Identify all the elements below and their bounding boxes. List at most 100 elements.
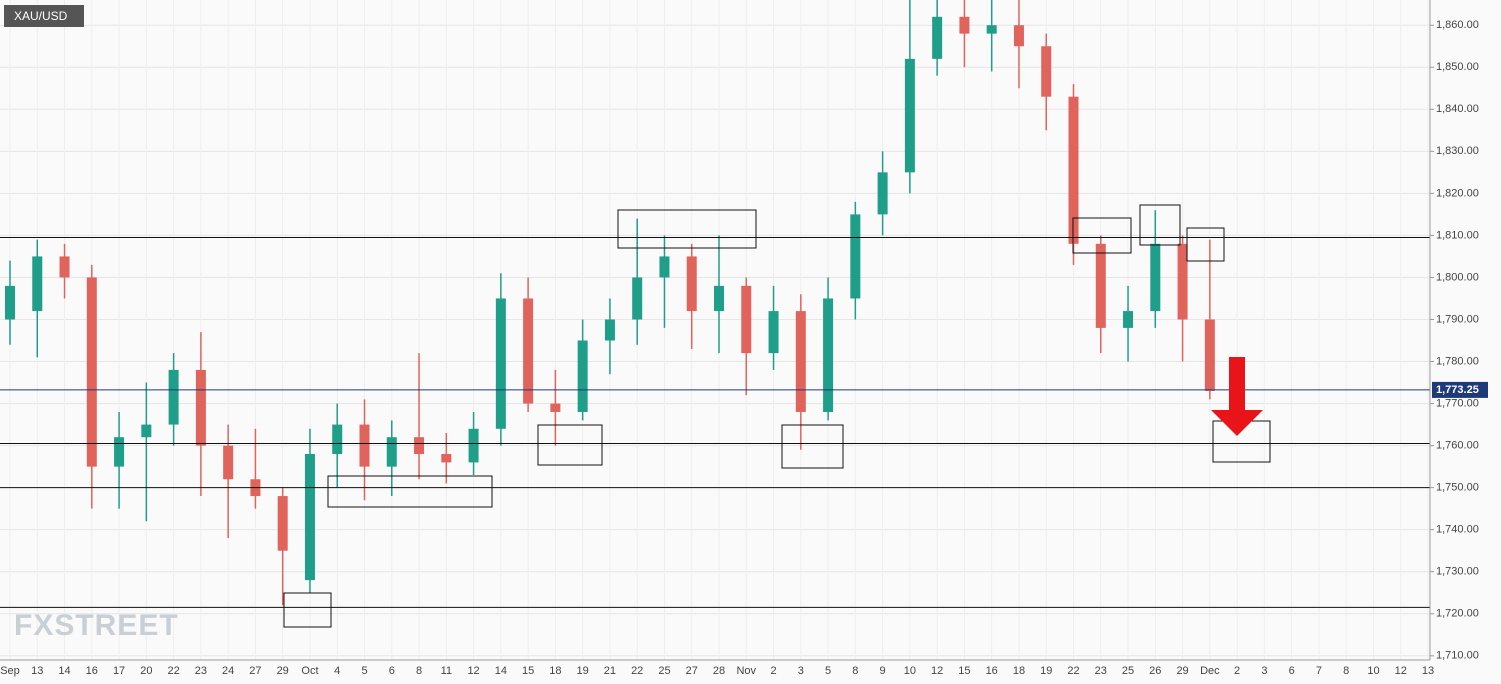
y-tick-label: 1,830.00 xyxy=(1436,145,1479,157)
candle-body xyxy=(768,311,779,354)
x-tick-label: 15 xyxy=(958,665,970,677)
x-tick-label: 22 xyxy=(631,665,643,677)
x-tick-label: 11 xyxy=(441,665,452,677)
x-tick-label: 14 xyxy=(58,665,70,677)
x-tick-label: 25 xyxy=(658,665,670,677)
last-price-badge xyxy=(1432,381,1488,398)
x-tick-label: 9 xyxy=(880,665,886,677)
x-tick-label: 6 xyxy=(1289,665,1295,677)
x-tick-label: 28 xyxy=(713,665,725,677)
x-tick-label: 17 xyxy=(113,665,125,677)
y-tick-label: 1,780.00 xyxy=(1436,355,1479,367)
plot xyxy=(0,0,1430,606)
candle-body xyxy=(5,285,15,320)
x-tick-label: 18 xyxy=(549,665,561,677)
candle-body xyxy=(1123,311,1134,328)
candle-body xyxy=(986,25,997,34)
candle-body xyxy=(468,428,479,463)
y-tick-label: 1,760.00 xyxy=(1436,440,1479,452)
candle-body xyxy=(959,16,970,34)
y-tick-label: 1,770.00 xyxy=(1436,397,1479,409)
x-tick-label: 12 xyxy=(467,665,479,677)
x-tick-label: 14 xyxy=(495,665,507,677)
x-tick-label: 23 xyxy=(195,665,207,677)
x-tick-label: 6 xyxy=(389,665,395,677)
candle-body xyxy=(904,58,915,173)
candle-body xyxy=(1013,25,1024,47)
y-tick-label: 1,860.00 xyxy=(1436,19,1479,31)
x-tick-label: 10 xyxy=(904,665,916,677)
x-tick-label: 20 xyxy=(140,665,152,677)
y-tick-label: 1,840.00 xyxy=(1436,103,1479,115)
zone-box xyxy=(1186,227,1225,262)
zone-box xyxy=(1072,217,1132,254)
x-tick-label: 12 xyxy=(931,665,943,677)
candle-body xyxy=(168,369,179,425)
grid xyxy=(0,0,1430,660)
zone-box xyxy=(327,475,493,508)
x-tick-label: 8 xyxy=(416,665,422,677)
candle-body xyxy=(850,214,861,299)
y-tick-label: 1,750.00 xyxy=(1436,482,1479,494)
axes: 1,710.00 1,720.00 1,730.00 1,740.00 1,750.00… xyxy=(0,19,1488,677)
candle-body xyxy=(114,437,125,467)
candle-body xyxy=(304,454,315,581)
zone-box xyxy=(537,424,603,466)
x-tick-label: 24 xyxy=(222,665,234,677)
x-tick-label: 27 xyxy=(249,665,261,677)
y-tick-label: 1,790.00 xyxy=(1436,313,1479,325)
candle-body xyxy=(277,496,288,551)
arrow-head xyxy=(1211,410,1263,436)
y-tick-label: 1,710.00 xyxy=(1436,650,1479,662)
candle-body xyxy=(823,298,834,412)
y-tick-label: 1,740.00 xyxy=(1436,524,1479,536)
x-tick-label: Sep xyxy=(0,665,20,677)
candle-body xyxy=(1150,243,1161,312)
x-tick-label: 10 xyxy=(1367,665,1379,677)
x-tick-label: 19 xyxy=(577,665,589,677)
x-tick-label: 22 xyxy=(1067,665,1079,677)
candle-body xyxy=(1204,319,1215,391)
x-tick-label: 16 xyxy=(86,665,98,677)
x-tick-label: 2 xyxy=(1234,665,1240,677)
symbol-title: XAU/USD xyxy=(14,9,68,23)
candle-body xyxy=(441,454,452,463)
candle-body xyxy=(386,437,397,467)
candle-body xyxy=(714,285,724,312)
x-tick-label: 7 xyxy=(1316,665,1322,677)
candle-body xyxy=(1068,96,1079,244)
x-tick-label: 12 xyxy=(1395,665,1407,677)
candle-body xyxy=(1177,243,1188,320)
x-tick-label: 22 xyxy=(167,665,179,677)
y-tick-label: 1,720.00 xyxy=(1436,608,1479,620)
candle-body xyxy=(741,285,752,354)
x-tick-label: 4 xyxy=(334,665,340,677)
x-tick-label: 13 xyxy=(31,665,43,677)
candle-body xyxy=(414,437,425,455)
candle-body xyxy=(59,256,70,278)
x-tick-label: 19 xyxy=(1040,665,1052,677)
candle-body xyxy=(86,277,97,467)
candle-body xyxy=(632,277,643,320)
x-tick-label: 29 xyxy=(1176,665,1188,677)
candle-body xyxy=(195,369,206,446)
candle-body xyxy=(32,256,43,312)
candle-body xyxy=(932,16,943,59)
candle-body xyxy=(877,172,888,215)
x-tick-label: 16 xyxy=(986,665,998,677)
candle-body xyxy=(686,256,697,312)
candle-body xyxy=(332,424,343,455)
x-tick-label: 27 xyxy=(686,665,698,677)
x-tick-label: 8 xyxy=(1343,665,1349,677)
candle-body xyxy=(1041,46,1052,97)
y-tick-label: 1,730.00 xyxy=(1436,566,1479,578)
x-tick-label: 5 xyxy=(825,665,831,677)
x-tick-label: 3 xyxy=(1261,665,1267,677)
x-tick-label: 25 xyxy=(1122,665,1134,677)
candle-body xyxy=(223,445,234,480)
x-tick-label: 15 xyxy=(522,665,534,677)
candle-body xyxy=(577,340,588,412)
watermark: FXSTREET xyxy=(14,609,179,642)
